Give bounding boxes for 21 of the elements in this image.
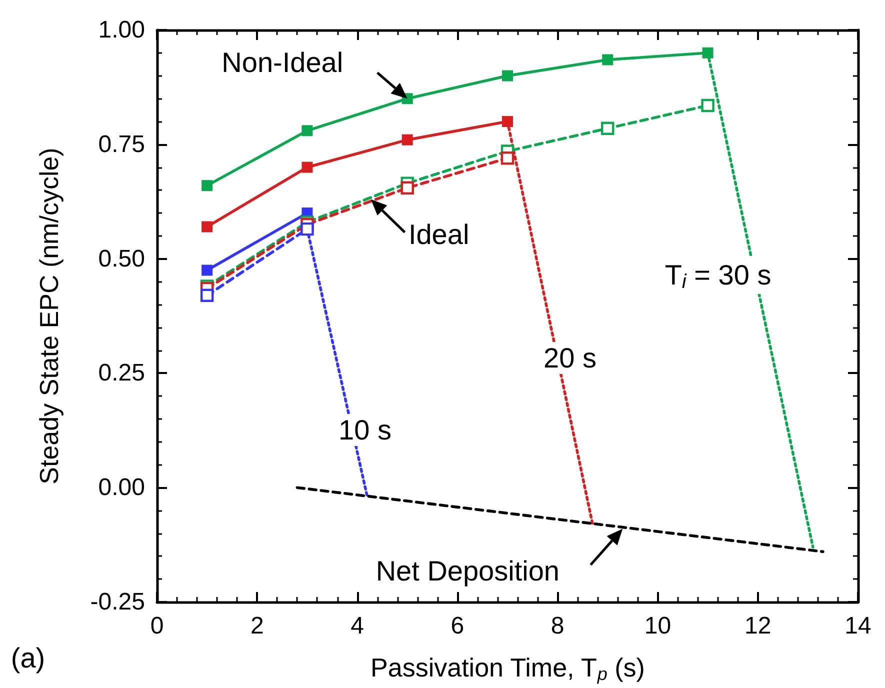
x-tick-label: 12 xyxy=(744,612,772,640)
y-tick-label: 0.50 xyxy=(98,245,145,272)
x-tick-label: 8 xyxy=(550,612,564,640)
annotation: Non-Ideal xyxy=(222,47,344,78)
x-tick-label: 0 xyxy=(150,612,164,640)
annotation: Ideal xyxy=(408,218,470,250)
y-tick-label: 0.75 xyxy=(98,130,145,158)
x-tick-label: 10 xyxy=(644,612,672,640)
y-tick-label: 0.25 xyxy=(98,360,145,387)
x-tick-label: 4 xyxy=(350,612,364,640)
annotation: 10 s xyxy=(338,414,392,446)
y-tick-label: 0.00 xyxy=(98,474,145,502)
text: (a) xyxy=(10,642,46,674)
annotation: 20 s xyxy=(544,342,596,374)
x-tick-label: 2 xyxy=(250,612,264,640)
x-tick-label: 6 xyxy=(450,612,464,640)
y-axis-title: Steady State EPC (nm/cycle) xyxy=(34,148,64,484)
y-tick-label: 1.00 xyxy=(98,16,145,44)
annotation: Net Deposition xyxy=(376,555,560,586)
x-tick-label: 14 xyxy=(844,612,872,640)
y-tick-label: -0.25 xyxy=(90,588,145,616)
